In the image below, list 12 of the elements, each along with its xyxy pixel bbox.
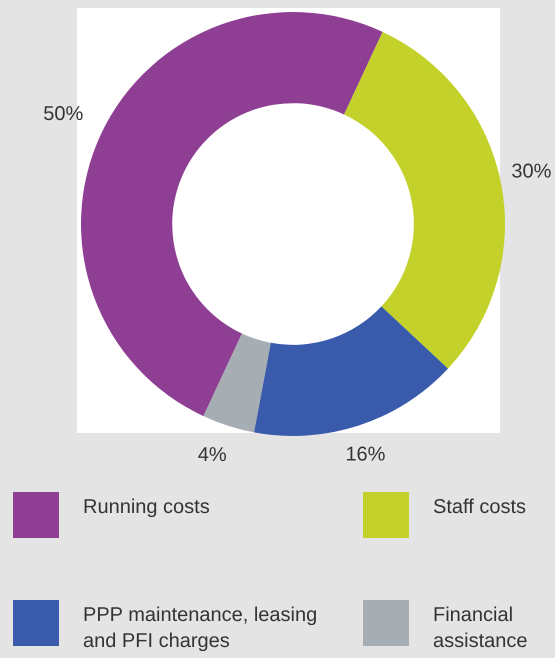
legend-label: Staff costs [433, 495, 528, 520]
data-label: 30% [511, 160, 552, 183]
legend-label: PPP maintenance, leasing and PFI charges [83, 603, 318, 654]
donut-slice [81, 12, 383, 416]
data-label: 4% [198, 444, 227, 466]
donut-slice [254, 306, 448, 436]
donut-slice [344, 32, 505, 369]
legend-label: Financial assistance [433, 603, 528, 654]
data-label: 50% [43, 103, 84, 126]
donut-slice [203, 334, 271, 432]
legend-label: Running costs [83, 495, 211, 520]
data-label: 16% [345, 444, 386, 466]
